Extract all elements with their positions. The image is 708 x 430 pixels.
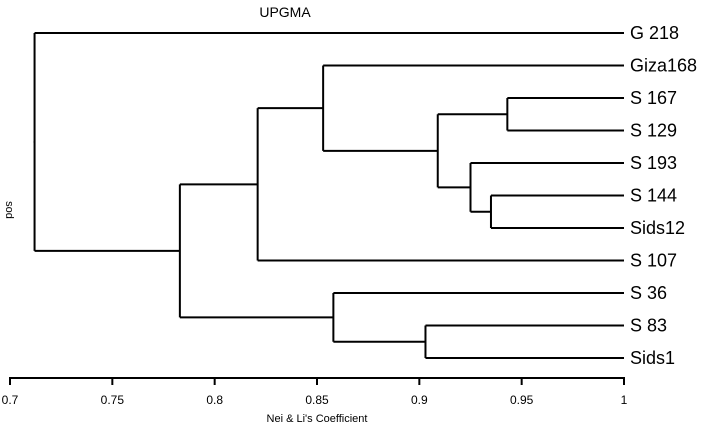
x-tick-label: 1: [621, 393, 628, 407]
x-axis-label: Nei & Li's Coefficient: [267, 413, 368, 425]
x-tick-label: 0.9: [411, 393, 428, 407]
leaf-label: G 218: [630, 23, 679, 43]
x-tick-label: 0.75: [101, 393, 125, 407]
leaf-label: S 193: [630, 153, 677, 173]
x-tick-label: 0.8: [206, 393, 223, 407]
leaf-label: S 129: [630, 121, 677, 141]
y-axis-label: sod: [3, 201, 15, 219]
leaf-labels: G 218 Giza168 S 167 S 129 S 193 S 144 Sids12 S …: [630, 23, 697, 368]
x-tick-label: 0.85: [305, 393, 329, 407]
x-axis: 0.7 0.75 0.8 0.85 0.9 0.95 1: [2, 377, 628, 407]
x-tick-label: 0.7: [2, 393, 19, 407]
leaf-label: Sids12: [630, 218, 685, 238]
leaf-label: S 167: [630, 88, 677, 108]
leaf-label: S 36: [630, 283, 667, 303]
x-tick-label: 0.95: [510, 393, 534, 407]
chart-title: UPGMA: [259, 4, 311, 20]
leaf-label: S 83: [630, 316, 667, 336]
dendrogram-branches: [33, 32, 624, 359]
leaf-label: Giza168: [630, 56, 697, 76]
leaf-label: S 107: [630, 251, 677, 271]
leaf-label: Sids1: [630, 348, 675, 368]
leaf-label: S 144: [630, 186, 677, 206]
